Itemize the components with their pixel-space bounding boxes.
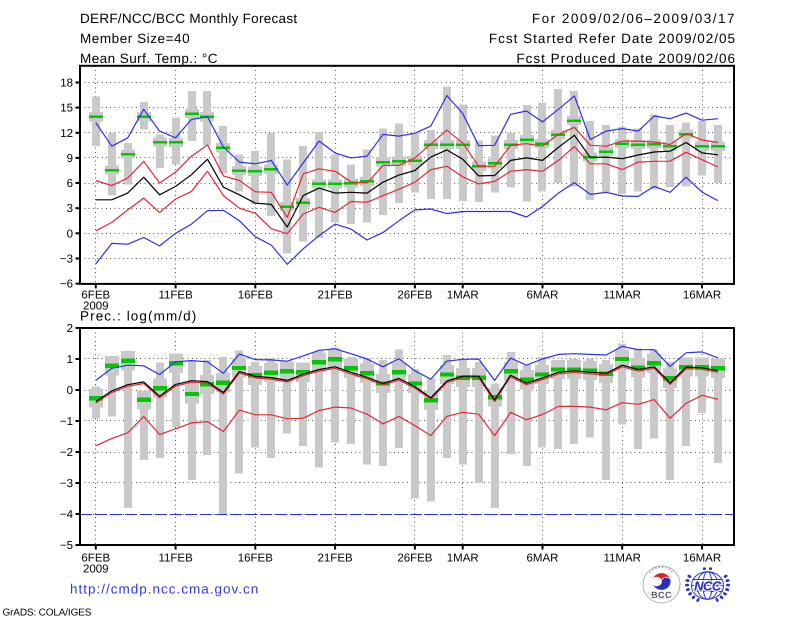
svg-text:−5: −5 <box>60 540 73 552</box>
svg-text:−1: −1 <box>60 416 73 428</box>
svg-text:6FEB: 6FEB <box>81 290 110 302</box>
svg-text:2: 2 <box>67 323 73 335</box>
svg-text:−4: −4 <box>60 509 74 521</box>
svg-text:0: 0 <box>67 228 73 240</box>
svg-text:6MAR: 6MAR <box>527 553 559 565</box>
svg-text:Fcst Started Refer Date 2009/0: Fcst Started Refer Date 2009/02/05 <box>489 31 736 46</box>
svg-text:Mean Surf. Temp.: °C: Mean Surf. Temp.: °C <box>80 51 218 66</box>
svg-text:11MAR: 11MAR <box>603 553 641 565</box>
svg-text:21FEB: 21FEB <box>318 553 353 565</box>
svg-text:2009: 2009 <box>83 564 109 576</box>
svg-text:11MAR: 11MAR <box>603 290 641 302</box>
svg-text:26FEB: 26FEB <box>397 553 432 565</box>
svg-text:11FEB: 11FEB <box>158 553 193 565</box>
svg-text:−3: −3 <box>60 254 73 266</box>
svg-text:−3: −3 <box>60 478 73 490</box>
svg-text:16MAR: 16MAR <box>683 290 721 302</box>
svg-text:6MAR: 6MAR <box>527 290 559 302</box>
svg-text:GrADS: COLA/IGES: GrADS: COLA/IGES <box>3 608 92 618</box>
svg-text:15: 15 <box>60 103 73 115</box>
svg-text:12: 12 <box>60 128 73 140</box>
svg-text:26FEB: 26FEB <box>397 290 432 302</box>
svg-text:DERF/NCC/BCC Monthly Forecast: DERF/NCC/BCC Monthly Forecast <box>80 11 297 26</box>
svg-text:18: 18 <box>60 78 73 90</box>
svg-text:3: 3 <box>67 203 73 215</box>
svg-text:NCC: NCC <box>694 579 722 594</box>
svg-text:−6: −6 <box>60 279 73 291</box>
svg-text:BCC: BCC <box>651 590 672 600</box>
svg-text:21FEB: 21FEB <box>318 290 353 302</box>
svg-text:1MAR: 1MAR <box>447 290 479 302</box>
svg-text:2009: 2009 <box>83 301 109 313</box>
svg-text:For 2009/02/06–2009/03/17: For 2009/02/06–2009/03/17 <box>532 11 736 26</box>
svg-text:0: 0 <box>67 385 73 397</box>
svg-text:6: 6 <box>67 178 73 190</box>
svg-text:11FEB: 11FEB <box>158 290 193 302</box>
svg-text:16MAR: 16MAR <box>683 553 721 565</box>
svg-text:1: 1 <box>67 354 73 366</box>
svg-text:9: 9 <box>67 153 73 165</box>
svg-text:Fcst Produced Date 2009/02/06: Fcst Produced Date 2009/02/06 <box>516 51 736 66</box>
svg-text:16FEB: 16FEB <box>238 553 273 565</box>
svg-text:6FEB: 6FEB <box>81 553 110 565</box>
svg-text:−2: −2 <box>60 447 73 459</box>
svg-text:NCC: NCC <box>694 579 722 594</box>
svg-text:1MAR: 1MAR <box>447 553 479 565</box>
svg-text:Member Size=40: Member Size=40 <box>80 31 190 46</box>
svg-text:16FEB: 16FEB <box>238 290 273 302</box>
svg-text:http://cmdp.ncc.cma.gov.cn: http://cmdp.ncc.cma.gov.cn <box>70 582 259 597</box>
svg-text:Prec.: log(mm/d): Prec.: log(mm/d) <box>80 309 197 324</box>
